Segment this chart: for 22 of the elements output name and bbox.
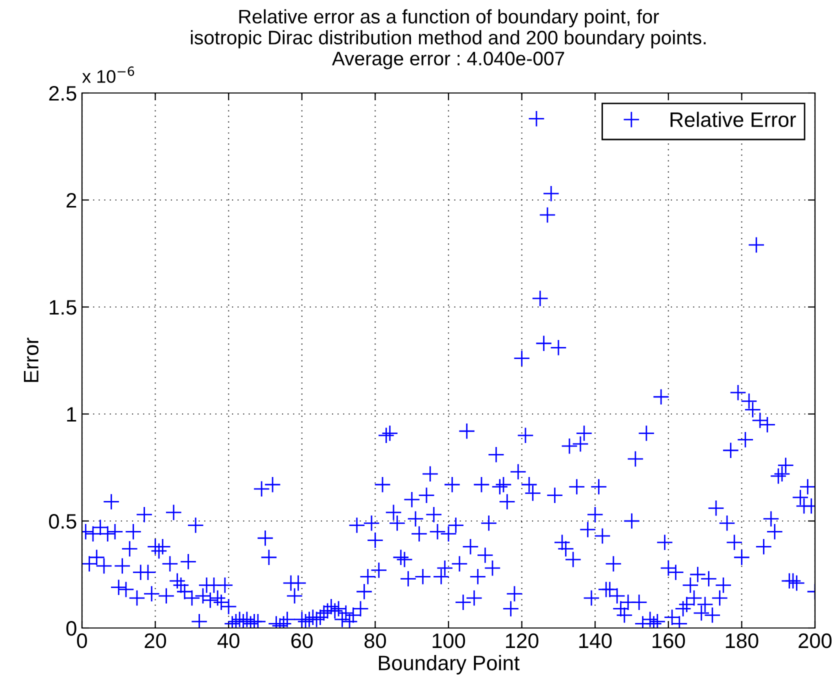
text: x 10$^{−6}$ [82,66,134,83]
x-tick-label: 200 [798,633,832,648]
x-tick-label: 0 [77,633,87,648]
x-tick-label: 100 [432,633,466,648]
x-tick-label: 20 [144,633,166,648]
x-tick-label: 120 [506,633,538,648]
y-tick-label: 1.5 [50,300,76,315]
x-tick-label: 180 [726,633,758,648]
x-tick-label: 80 [364,633,386,648]
y-tick-label: 2.5 [49,86,76,101]
y-tick-label: 2 [66,193,76,208]
x-axis-title: Boundary Point [378,655,520,674]
x-tick-label: 140 [579,633,612,648]
y-tick-label: 0 [66,621,76,636]
legend-label: Relative Error [670,112,796,128]
chart-title: Relative error as a function of boundary point, for isotropic Dirac distribution method and 200 boundary points. Average error : 4.040e-007 [190,9,706,70]
y-tick-label: 1 [67,407,76,422]
x-tick-label: 60 [291,633,313,648]
x-tick-label: 160 [652,633,685,648]
x-tick-label: 40 [217,633,240,648]
y-axis-title: Error [24,338,39,382]
y-tick-label: 0.5 [48,514,76,529]
